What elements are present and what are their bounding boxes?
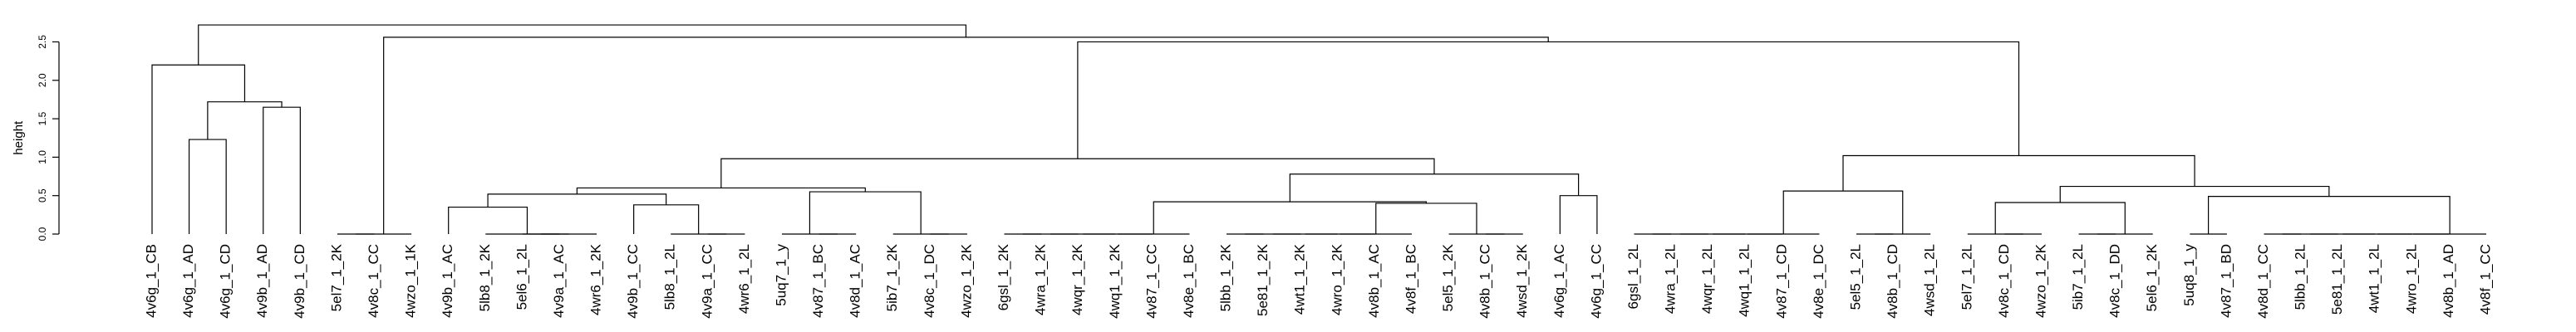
- dendrogram-branch: [1994, 202, 2126, 234]
- dendrogram-branch: [1077, 41, 2020, 159]
- leaf-label: 5lb8_1_2K: [477, 243, 493, 311]
- dendrogram-branch: [207, 101, 283, 140]
- leaf-label: 4v87_1_BD: [2218, 244, 2234, 318]
- dendrogram-branch: [263, 106, 301, 234]
- leaf-label: 4v9b_1_AC: [440, 244, 455, 318]
- dendrogram-branch: [151, 64, 246, 234]
- y-tick-label: 0.5: [37, 188, 48, 203]
- leaf-label: 4v8c_1_DC: [922, 244, 937, 318]
- leaf-label: 5el5_1_2K: [1440, 243, 1456, 311]
- dendrogram-branch: [2208, 196, 2451, 234]
- leaf-label: 5el6_1_2K: [2144, 243, 2160, 311]
- leaf-label: 5e81_1_2K: [1255, 243, 1271, 316]
- leaf-label: 4v8b_1_CC: [1477, 244, 1493, 319]
- dendrogram-branch: [1782, 190, 1904, 234]
- leaf-label: 5e81_1_2L: [2329, 244, 2345, 315]
- dendrogram-branch: [576, 187, 866, 194]
- dendrogram-branch: [1289, 173, 1580, 203]
- leaf-label: 4v8d_1_AC: [848, 244, 863, 318]
- leaf-label: 5el6_1_2L: [514, 244, 529, 310]
- leaf-label: 4v87_1_BC: [810, 244, 826, 318]
- leaf-label: 4wr6_1_2K: [588, 243, 604, 315]
- leaf-label: 4wzo_1_2K: [958, 243, 974, 318]
- leaf-label: 4wzo_1_2K: [2033, 243, 2048, 318]
- leaf-label: 4wq1_1_2K: [1107, 243, 1123, 318]
- leaf-label: 4v8e_1_DC: [1811, 244, 1826, 319]
- leaf-label: 4v9b_1_CD: [292, 244, 307, 319]
- leaf-label: 4wr6_1_2L: [736, 244, 752, 314]
- dendrogram-branch: [383, 37, 1549, 234]
- leaf-label: 4wra_1_2L: [1663, 244, 1679, 314]
- leaf-label: 4v8c_1_CD: [1996, 244, 2012, 318]
- dendrogram-branch: [809, 191, 922, 234]
- y-tick-label: 1.5: [37, 111, 48, 125]
- dendrogram-branch: [188, 139, 227, 234]
- y-tick-label: 2.5: [37, 35, 48, 49]
- leaf-label: 5ib7_1_2L: [2070, 244, 2086, 310]
- leaf-label: 4wt1_1_2L: [2367, 244, 2382, 313]
- leaf-label: 5lbb_1_2L: [2293, 244, 2308, 310]
- dendrogram-branch: [448, 206, 528, 234]
- leaf-label: 4wro_1_2K: [1329, 243, 1345, 315]
- leaf-label: 6gsl_1_2K: [995, 243, 1011, 310]
- y-tick-label: 1.0: [37, 150, 48, 164]
- dendrogram-branch: [2059, 185, 2330, 203]
- leaf-label: 4v6g_1_AC: [1551, 244, 1567, 318]
- leaf-label: 4wsd_1_2L: [1922, 244, 1938, 316]
- leaf-label: 5ib7_1_2K: [884, 243, 900, 311]
- leaf-label: 4v8f_1_BC: [1403, 244, 1418, 314]
- dendrogram-branch: [720, 158, 1435, 188]
- leaf-label: 4v8e_1_BC: [1181, 244, 1197, 318]
- leaf-label: 5el7_1_2K: [328, 243, 344, 311]
- leaf-label: 4v8b_1_AC: [1366, 244, 1382, 318]
- leaf-label: 4v8c_1_DD: [2107, 244, 2123, 318]
- dendrogram-branch: [633, 204, 700, 234]
- leaf-label: 4v6g_1_AD: [180, 244, 196, 318]
- dendrogram-branch: [1842, 154, 2195, 192]
- leaf-label: 4v8c_1_CC: [366, 244, 381, 318]
- leaf-label: 4v8d_1_CC: [2255, 244, 2271, 319]
- leaf-label: 4v87_1_CC: [1143, 244, 1159, 319]
- leaf-label: 4wqr_1_2K: [1069, 243, 1085, 315]
- leaf-label: 4v9a_1_AC: [551, 244, 567, 318]
- leaf-label: 6gsl_1_2L: [1625, 244, 1641, 309]
- leaf-label: 4v9b_1_AD: [254, 244, 270, 318]
- dendrogram-branch: [1153, 201, 1427, 234]
- leaf-label: 4v6g_1_CD: [218, 244, 234, 319]
- leaf-label: 4wt1_1_2K: [1292, 243, 1308, 315]
- leaf-label: 4v8b_1_AD: [2441, 244, 2456, 318]
- leaf-label: 5lb8_1_2L: [662, 244, 678, 310]
- leaf-label: 4v9a_1_CC: [699, 244, 715, 319]
- leaf-label: 5uq8_1_y: [2181, 244, 2197, 306]
- leaf-label: 4v8b_1_CD: [1885, 244, 1900, 319]
- leaf-label: 4v8f_1_CC: [2477, 244, 2493, 315]
- dendrogram-branch: [1559, 195, 1598, 234]
- leaf-label: 4wsd_1_2K: [1514, 243, 1530, 318]
- dendrogram-branch: [198, 24, 967, 66]
- leaf-label: 4wro_1_2L: [2403, 244, 2419, 314]
- y-axis-label: height: [12, 120, 26, 155]
- leaf-label: 5el7_1_2L: [1959, 244, 1974, 310]
- dendrogram-branch: [1375, 203, 1477, 234]
- leaf-label: 4v9b_1_CC: [625, 244, 641, 319]
- dendrogram-branch: [487, 193, 667, 208]
- leaf-label: 5el5_1_2L: [1848, 244, 1864, 310]
- leaf-label: 4v6g_1_CC: [1588, 244, 1604, 319]
- leaf-label: 4v87_1_CD: [1773, 244, 1789, 319]
- dendrogram-branches: [151, 24, 2486, 235]
- leaf-label: 4wzo_1_1K: [403, 243, 419, 318]
- leaf-labels: 4v6g_1_CB 4v6g_1_AD 4v6g_1_CD 4v9b_1_AD 4v9b…: [143, 243, 2493, 318]
- leaf-label: 4wqr_1_2L: [1699, 244, 1715, 314]
- leaf-label: 5uq7_1_y: [773, 244, 789, 306]
- leaf-label: 4v6g_1_CB: [143, 244, 159, 318]
- leaf-label: 4wq1_1_2L: [1737, 244, 1753, 317]
- y-axis: height 0.0 0.5 1.0 1.5 2.0 2.5: [12, 35, 60, 241]
- leaf-label: 5lbb_1_2K: [1218, 243, 1234, 311]
- leaf-label: 4wra_1_2K: [1033, 243, 1049, 315]
- y-ticks: 0.0 0.5 1.0 1.5 2.0 2.5: [37, 35, 59, 241]
- y-tick-label: 2.0: [37, 73, 48, 87]
- y-tick-label: 0.0: [37, 227, 48, 241]
